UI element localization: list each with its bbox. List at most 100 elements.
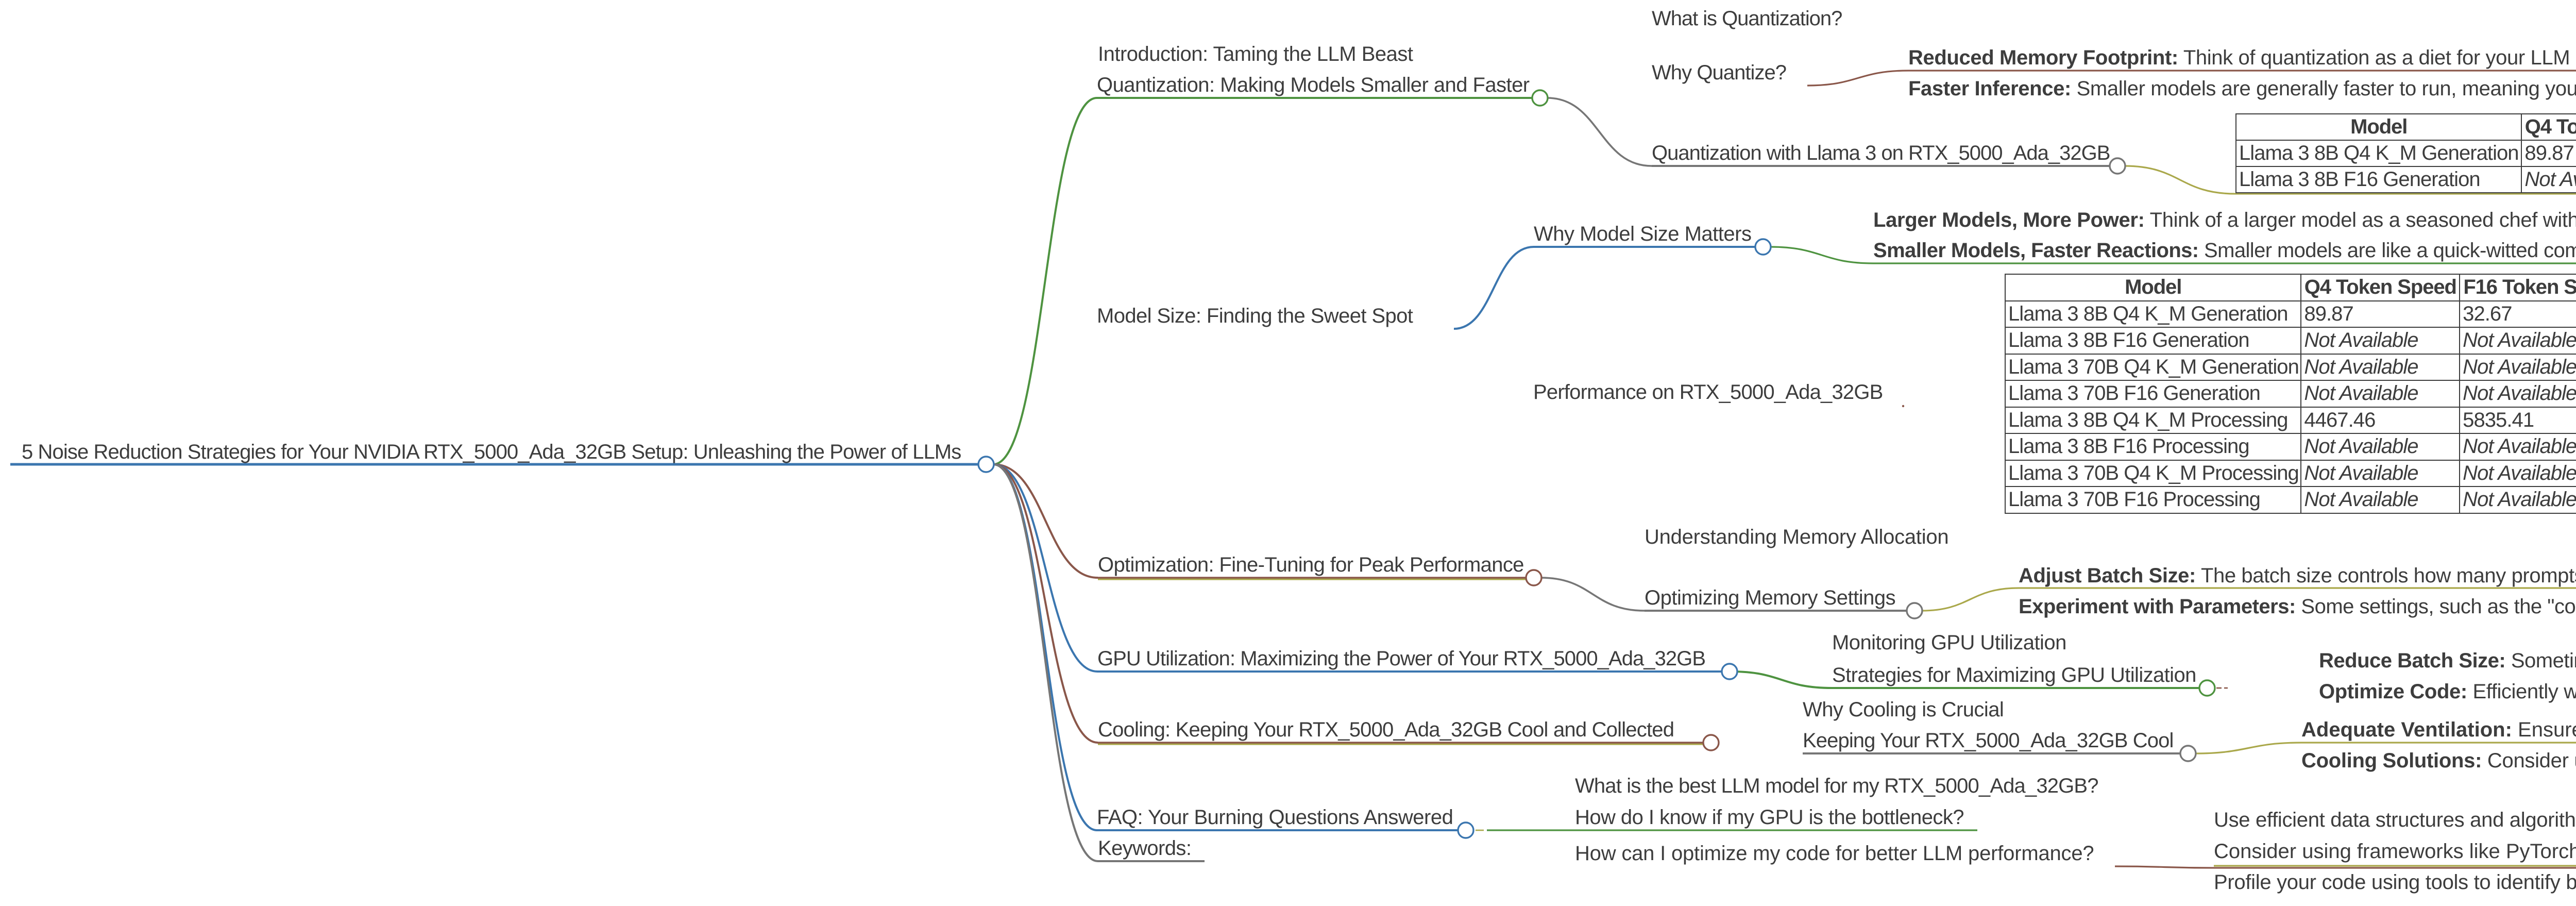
node-smaller-body: Smaller models are like a quick-witted c…	[2204, 239, 2576, 262]
link-root-optimization	[993, 463, 1098, 579]
node-adeq-body: Ensure your computer case has proper air…	[2518, 718, 2576, 741]
quantization-llama3-table-cell-1-1: Not Available	[2521, 166, 2576, 193]
performance-table-cell-5-0: Llama 3 8B F16 Processing	[2004, 433, 2302, 461]
link-q3-consider	[2114, 865, 2214, 869]
performance-table-header-0: Model	[2004, 274, 2302, 301]
node-a1: Use efficient data structures and algori…	[2214, 809, 2576, 831]
node-adeq-lead: Adequate Ventilation:	[2301, 718, 2512, 741]
node-whatq: What is Quantization?	[1652, 7, 1842, 30]
performance-table-cell-5-1: Not Available	[2300, 433, 2461, 461]
node-whymsm: Why Model Size Matters	[1534, 223, 1752, 245]
node-adjust: Adjust Batch Size: The batch size contro…	[2019, 565, 2576, 586]
performance-table-cell-6-1: Not Available	[2300, 459, 2461, 487]
quantization-llama3-table-header-0: Model	[2235, 113, 2522, 141]
link-whymsm-smaller	[1770, 246, 1874, 264]
node-gpu: GPU Utilization: Maximizing the Power of…	[1097, 647, 1706, 670]
link-root-cooling	[993, 463, 1098, 744]
opt-circle[interactable]	[1525, 569, 1543, 586]
performance-table-cell-2-0: Llama 3 70B Q4 K_M Generation	[2004, 353, 2302, 381]
link-opt-oms	[1540, 577, 1645, 612]
node-optcode-lead: Optimize Code:	[2319, 680, 2467, 703]
node-reduced: Reduced Memory Footprint: Think of quant…	[1908, 47, 2576, 68]
node-faster-body: Smaller models are generally faster to r…	[2076, 77, 2576, 100]
link-modelsize-whymsm	[1453, 246, 1534, 330]
performance-table-cell-7-2: Not Available	[2459, 486, 2576, 514]
performance-table-cell-3-0: Llama 3 70B F16 Generation	[2004, 380, 2302, 408]
node-coolsol: Cooling Solutions: Consider using a high…	[2301, 750, 2576, 771]
node-faster-lead: Faster Inference:	[1908, 77, 2071, 100]
performance-table-cell-6-0: Llama 3 70B Q4 K_M Processing	[2004, 459, 2302, 487]
node-larger-body: Think of a larger model as a seasoned ch…	[2149, 209, 2576, 231]
link-qwl3-table	[2124, 165, 2236, 195]
node-qwl3: Quantization with Llama 3 on RTX_5000_Ad…	[1652, 142, 2110, 164]
node-strat: Strategies for Maximizing GPU Utilizatio…	[1832, 664, 2196, 686]
node-expm-body: Some settings, such as the "context size…	[2301, 595, 2576, 618]
node-whyq: Why Quantize?	[1652, 61, 1787, 84]
node-reduceb: Reduce Batch Size: Sometimes a smaller b…	[2319, 650, 2576, 671]
node-larger-lead: Larger Models, More Power:	[1873, 209, 2145, 231]
node-optcode-body: Efficiently written code can make a noti…	[2472, 680, 2576, 703]
node-oms: Optimizing Memory Settings	[1645, 586, 1896, 609]
node-expm-lead: Experiment with Parameters:	[2019, 595, 2296, 618]
performance-table-row: Llama 3 8B Q4 K_M Generation 89.87 32.67	[2004, 300, 2576, 328]
node-reduceb-lead: Reduce Batch Size:	[2319, 649, 2506, 672]
performance-table-cell-2-2: Not Available	[2459, 353, 2576, 381]
performance-table-cell-5-2: Not Available	[2459, 433, 2576, 461]
performance-table-cell-3-1: Not Available	[2300, 380, 2461, 408]
performance-table-row: Llama 3 8B F16 Processing Not Available No…	[2004, 433, 2576, 461]
node-a2: Consider using frameworks like PyTorch o…	[2214, 840, 2576, 863]
performance-table-row: Llama 3 8B F16 Generation Not Available No…	[2004, 327, 2576, 355]
performance-table-cell-1-0: Llama 3 8B F16 Generation	[2004, 327, 2302, 355]
node-smaller-lead: Smaller Models, Faster Reactions:	[1873, 239, 2199, 262]
performance-table-row: Llama 3 70B F16 Generation Not Available N…	[2004, 380, 2576, 408]
node-quant: Quantization: Making Models Smaller and …	[1097, 74, 1530, 96]
link-keeping-adequate	[2195, 742, 2302, 754]
node-coolsol-lead: Cooling Solutions:	[2301, 749, 2482, 772]
performance-table-cell-0-0: Llama 3 8B Q4 K_M Generation	[2004, 300, 2302, 328]
keeping-circle[interactable]	[2179, 745, 2197, 762]
performance-table-cell-6-2: Not Available	[2459, 459, 2576, 487]
node-reduced-body: Think of quantization as a diet for your…	[2183, 46, 2576, 69]
node-smaller: Smaller Models, Faster Reactions: Smalle…	[1873, 240, 2576, 261]
node-intro: Introduction: Taming the LLM Beast	[1098, 43, 1413, 65]
qwl3-circle[interactable]	[2109, 157, 2126, 175]
performance-table-row: Llama 3 8B Q4 K_M Processing 4467.46 5835.…	[2004, 406, 2576, 434]
node-adjust-body: The batch size controls how many prompts…	[2200, 564, 2576, 587]
node-a3: Profile your code using tools to identif…	[2214, 871, 2576, 894]
node-larger: Larger Models, More Power: Think of a la…	[1873, 210, 2576, 230]
performance-stub-dot	[1902, 405, 1905, 408]
node-reduced-lead: Reduced Memory Footprint:	[1908, 46, 2178, 69]
oms-circle[interactable]	[1906, 602, 1923, 619]
cooling-circle[interactable]	[1702, 734, 1720, 751]
link-quantization-qwl3	[1547, 97, 1652, 167]
whymsm-circle[interactable]	[1754, 238, 1772, 256]
performance-table-row: Llama 3 70B Q4 K_M Generation Not Availab…	[2004, 353, 2576, 381]
root-circle[interactable]	[977, 456, 995, 473]
gpu-circle[interactable]	[1721, 663, 1738, 680]
performance-table-cell-0-1: 89.87	[2300, 300, 2461, 328]
node-whycool: Why Cooling is Crucial	[1803, 698, 2004, 721]
quantization-llama3-table-header-1: Q4 Token Speed	[2521, 113, 2576, 141]
performance-table-cell-7-0: Llama 3 70B F16 Processing	[2004, 486, 2302, 514]
performance-table-row: Llama 3 70B Q4 K_M Processing Not Availab…	[2004, 459, 2576, 487]
performance-table-row: Llama 3 70B F16 Processing Not Available N…	[2004, 486, 2576, 514]
node-q2: How do I know if my GPU is the bottlenec…	[1575, 806, 1964, 829]
link-root-gpu	[993, 463, 1098, 673]
strategies-circle[interactable]	[2198, 679, 2216, 697]
quant-circle[interactable]	[1531, 89, 1549, 107]
quantization-llama3-table-cell-0-0: Llama 3 8B Q4 K_M Generation	[2235, 140, 2522, 167]
node-opt: Optimization: Fine-Tuning for Peak Perfo…	[1098, 553, 1524, 576]
performance-table-cell-4-0: Llama 3 8B Q4 K_M Processing	[2004, 406, 2302, 434]
mindmap-root-label: 5 Noise Reduction Strategies for Your NV…	[22, 441, 961, 463]
node-faq: FAQ: Your Burning Questions Answered	[1097, 806, 1453, 829]
node-adeq: Adequate Ventilation: Ensure your comput…	[2301, 719, 2576, 740]
performance-table-header-1: Q4 Token Speed	[2300, 274, 2461, 301]
node-q1: What is the best LLM model for my RTX_50…	[1575, 775, 2098, 797]
performance-table-cell-7-1: Not Available	[2300, 486, 2461, 514]
faq-circle[interactable]	[1457, 821, 1475, 839]
